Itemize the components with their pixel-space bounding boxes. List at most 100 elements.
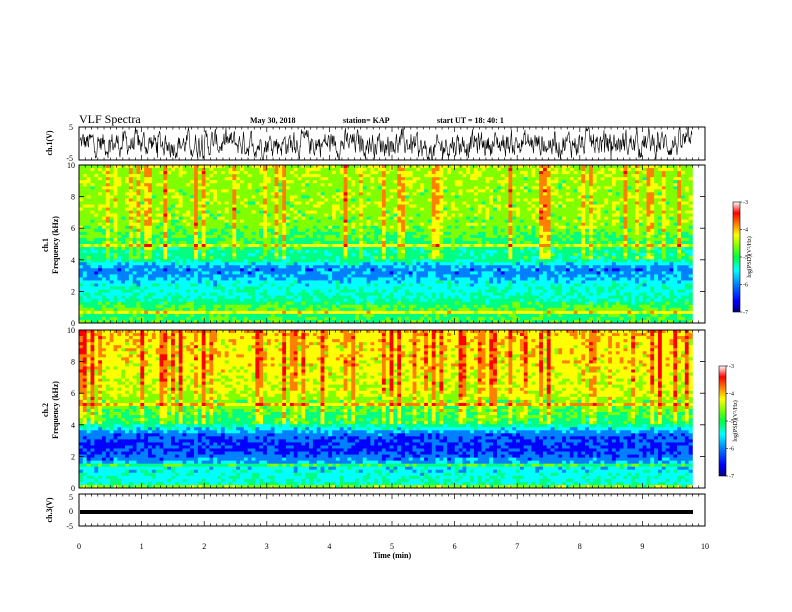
spectrogram-cell xyxy=(278,237,283,242)
spectrogram-cell xyxy=(542,244,548,248)
spectrogram-cell xyxy=(140,201,145,205)
spectrogram-cell xyxy=(163,213,168,217)
spectrogram-cell xyxy=(293,247,298,251)
spectrogram-cell xyxy=(263,171,268,175)
spectrogram-cell xyxy=(159,219,164,224)
spectrogram-cell xyxy=(665,198,670,202)
spectrogram-cell xyxy=(366,198,371,202)
spectrogram-cell xyxy=(427,186,433,190)
spectrogram-cell xyxy=(431,171,436,175)
spectrogram-cell xyxy=(174,192,179,196)
spectrogram-cell xyxy=(301,231,306,236)
spectrogram-cell xyxy=(370,219,375,224)
spectrogram-cell xyxy=(615,237,620,242)
spectrogram-cell xyxy=(531,204,536,208)
spectrogram-cell xyxy=(577,228,582,233)
spectrogram-cell xyxy=(240,253,245,257)
spectrogram-cell xyxy=(128,247,133,251)
spectrogram-cell xyxy=(508,189,513,193)
spectrogram-cell xyxy=(194,201,199,205)
spectrogram-cell xyxy=(473,165,479,169)
spectrogram-cell xyxy=(351,231,356,236)
spectrogram-cell xyxy=(301,213,306,217)
spectrogram-cell xyxy=(259,213,264,217)
spectrogram-cell xyxy=(677,210,682,214)
spectrogram-cell xyxy=(121,234,126,239)
spectrogram-cell xyxy=(546,234,551,239)
spectrogram-cell xyxy=(458,247,463,251)
spectrogram-cell xyxy=(646,177,651,181)
spectrogram-cell xyxy=(174,228,179,233)
spectrogram-cell xyxy=(443,231,448,236)
spectrogram-cell xyxy=(550,174,555,178)
spectrogram-cell xyxy=(293,250,298,254)
spectrogram-cell xyxy=(604,168,609,172)
spectrogram-cell xyxy=(562,204,567,208)
spectrogram-cell xyxy=(466,180,471,184)
spectrogram-cell xyxy=(132,234,137,239)
spectrogram-cell xyxy=(167,207,172,211)
spectrogram-cell xyxy=(224,201,229,205)
spectrogram-cell xyxy=(489,228,494,233)
spectrogram-cell xyxy=(680,195,686,199)
spectrogram-cell xyxy=(634,210,640,214)
spectrogram-cell xyxy=(596,201,601,205)
spectrogram-cell xyxy=(205,222,210,227)
spectrogram-cell xyxy=(389,195,394,199)
spectrogram-cell xyxy=(401,201,406,205)
spectrogram-cell xyxy=(282,207,287,211)
spectrogram-cell xyxy=(531,250,536,254)
spectrogram-cell xyxy=(197,177,202,181)
spectrogram-cell xyxy=(351,192,356,196)
spectrogram-cell xyxy=(397,180,402,184)
spectrogram-cell xyxy=(519,225,525,230)
spectrogram-cell xyxy=(205,174,210,178)
spectrogram-cell xyxy=(604,234,609,239)
spectrogram-cell xyxy=(661,204,666,208)
spectrogram-cell xyxy=(136,237,141,242)
spectrogram-cell xyxy=(527,174,532,178)
spectrogram-cell xyxy=(581,228,586,233)
spectrogram-cell xyxy=(608,247,613,251)
spectrogram-cell xyxy=(381,234,387,239)
spectrogram-cell xyxy=(439,195,444,199)
spectrogram-cell xyxy=(274,186,279,190)
spectrogram-cell xyxy=(424,240,429,245)
spectrogram-cell xyxy=(128,234,133,239)
spectrogram-cell xyxy=(619,222,624,227)
spectrogram-cell xyxy=(148,231,153,236)
spectrogram-cell xyxy=(163,240,168,245)
spectrogram-cell xyxy=(113,207,118,211)
spectrogram-cell xyxy=(592,216,597,220)
spectrogram-cell xyxy=(98,219,103,224)
spectrogram-cell xyxy=(243,228,248,233)
spectrogram-cell xyxy=(220,195,225,199)
spectrogram-cell xyxy=(473,234,479,239)
spectrogram-cell xyxy=(266,186,272,190)
spectrogram-cell xyxy=(481,165,486,169)
spectrogram-cell xyxy=(684,174,689,178)
spectrogram-cell xyxy=(470,192,475,196)
spectrogram-cell xyxy=(136,228,141,233)
spectrogram-cell xyxy=(366,237,371,242)
spectrogram-cell xyxy=(366,234,371,239)
spectrogram-cell xyxy=(182,195,187,199)
spectrogram-cell xyxy=(217,195,222,199)
spectrogram-cell xyxy=(619,165,624,169)
spectrogram-cell xyxy=(312,171,318,175)
spectrogram-cell xyxy=(251,213,256,217)
spectrogram-cell xyxy=(500,207,505,211)
spectrogram-cell xyxy=(550,207,555,211)
spectrogram-cell xyxy=(688,192,693,196)
spectrogram-cell xyxy=(443,174,448,178)
spectrogram-cell xyxy=(351,204,356,208)
spectrogram-cell xyxy=(470,219,475,224)
spectrogram-cell xyxy=(301,225,306,230)
spectrogram-cell xyxy=(358,222,364,227)
spectrogram-cell xyxy=(320,168,325,172)
spectrogram-cell xyxy=(370,168,375,172)
spectrogram-cell xyxy=(531,228,536,233)
spectrogram-cell xyxy=(105,168,110,172)
spectrogram-cell xyxy=(611,250,617,254)
spectrogram-cell xyxy=(450,207,456,211)
